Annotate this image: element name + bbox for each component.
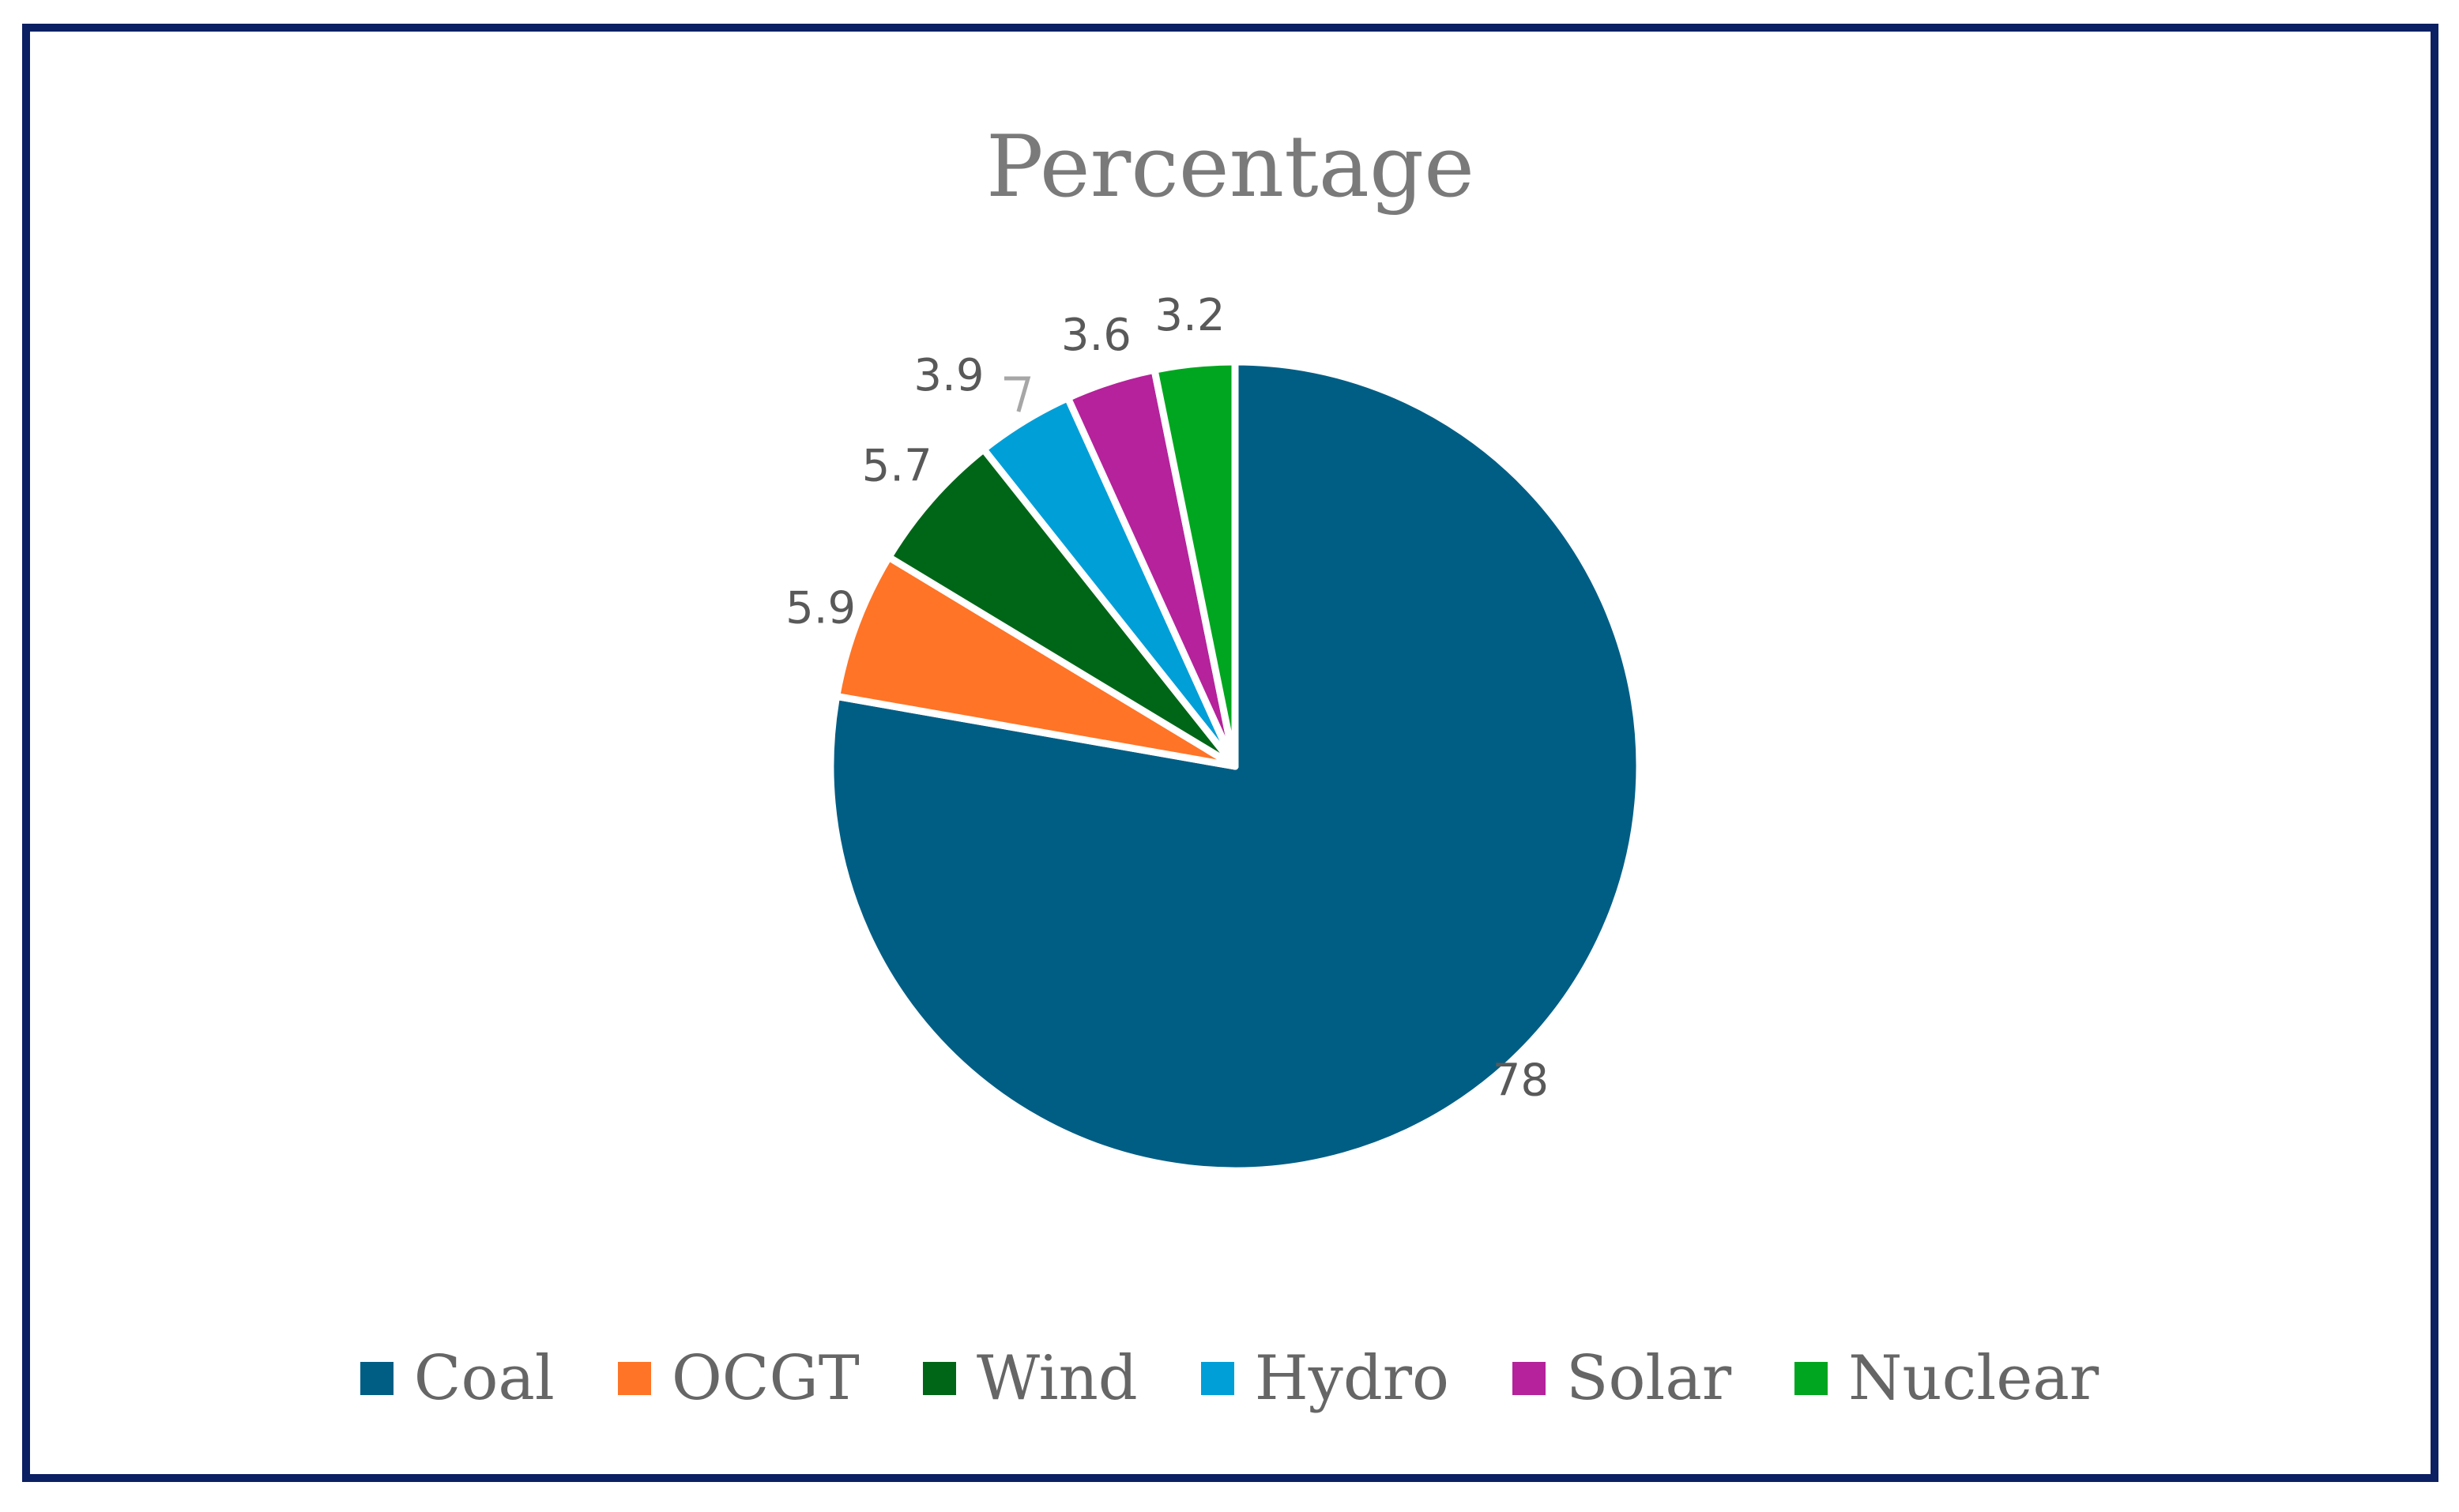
data-label-ocgt: 5.9 bbox=[785, 583, 856, 634]
legend-item-hydro: Hydro bbox=[1200, 1343, 1450, 1414]
legend-label-solar: Solar bbox=[1566, 1343, 1732, 1414]
legend-swatch-hydro bbox=[1200, 1362, 1234, 1395]
legend-label-hydro: Hydro bbox=[1254, 1343, 1450, 1414]
legend: Coal OCGT Wind Hydro Solar Nuclear bbox=[0, 1343, 2459, 1414]
chart-title: Percentage bbox=[985, 118, 1475, 216]
legend-item-nuclear: Nuclear bbox=[1794, 1343, 2099, 1414]
leader-line-hydro bbox=[1004, 376, 1031, 412]
data-label-solar: 3.6 bbox=[1061, 310, 1132, 361]
legend-swatch-coal bbox=[360, 1362, 394, 1395]
leader-lines bbox=[1004, 376, 1031, 412]
legend-swatch-ocgt bbox=[617, 1362, 651, 1395]
data-labels: 78 5.9 5.7 3.9 3.6 3.2 bbox=[785, 290, 1549, 1106]
legend-swatch-solar bbox=[1512, 1362, 1546, 1395]
legend-label-wind: Wind bbox=[976, 1343, 1138, 1414]
legend-swatch-wind bbox=[922, 1362, 956, 1395]
pie-slices bbox=[827, 358, 1644, 1175]
legend-label-nuclear: Nuclear bbox=[1848, 1343, 2099, 1414]
data-label-wind: 5.7 bbox=[862, 440, 932, 491]
legend-swatch-nuclear bbox=[1794, 1362, 1828, 1395]
pie-slice-wind bbox=[885, 446, 1239, 770]
legend-label-coal: Coal bbox=[413, 1343, 555, 1414]
legend-item-coal: Coal bbox=[360, 1343, 555, 1414]
pie-slice-nuclear bbox=[1150, 358, 1239, 770]
legend-item-solar: Solar bbox=[1512, 1343, 1731, 1414]
data-label-hydro: 3.9 bbox=[913, 350, 984, 401]
data-label-coal: 78 bbox=[1493, 1055, 1549, 1106]
pie-slice-ocgt bbox=[833, 553, 1239, 770]
legend-item-wind: Wind bbox=[922, 1343, 1138, 1414]
legend-item-ocgt: OCGT bbox=[617, 1343, 860, 1414]
data-label-nuclear: 3.2 bbox=[1154, 290, 1225, 341]
legend-label-ocgt: OCGT bbox=[671, 1343, 860, 1414]
